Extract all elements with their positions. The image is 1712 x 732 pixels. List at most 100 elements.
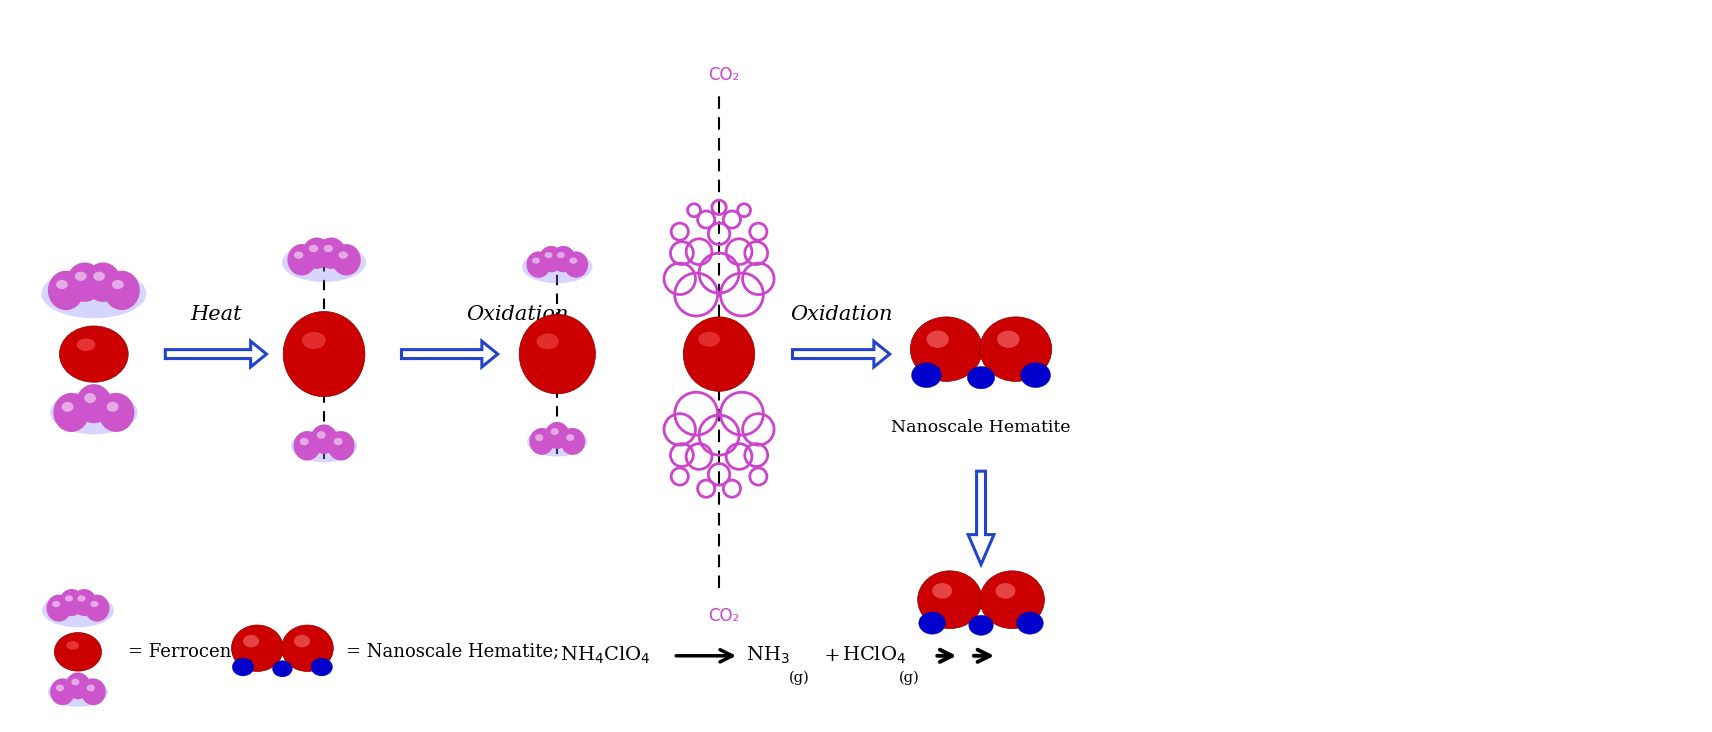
Ellipse shape [98, 393, 134, 432]
Ellipse shape [72, 679, 79, 685]
Ellipse shape [80, 679, 106, 705]
Ellipse shape [233, 658, 253, 676]
Ellipse shape [334, 438, 342, 445]
Text: = Ferrocene;: = Ferrocene; [128, 643, 248, 661]
Ellipse shape [87, 684, 94, 692]
Ellipse shape [919, 612, 945, 634]
Text: +: + [818, 647, 854, 665]
Ellipse shape [282, 243, 366, 282]
Text: Heat: Heat [190, 305, 241, 324]
Ellipse shape [570, 258, 577, 264]
Text: NH$_3$: NH$_3$ [746, 645, 789, 666]
Text: = Nanoscale Hematite;: = Nanoscale Hematite; [346, 643, 560, 661]
Ellipse shape [301, 332, 325, 349]
Text: (g): (g) [789, 671, 810, 685]
Ellipse shape [551, 246, 575, 272]
Ellipse shape [50, 679, 75, 705]
Ellipse shape [282, 312, 365, 397]
Ellipse shape [303, 237, 330, 269]
Ellipse shape [1017, 612, 1043, 634]
Ellipse shape [529, 428, 555, 455]
Ellipse shape [911, 317, 983, 381]
Ellipse shape [56, 684, 63, 692]
Ellipse shape [918, 571, 983, 629]
Ellipse shape [294, 251, 303, 258]
Text: Nanoscale Hematite: Nanoscale Hematite [892, 419, 1070, 436]
Ellipse shape [308, 244, 318, 253]
Ellipse shape [60, 589, 84, 616]
Ellipse shape [291, 429, 358, 463]
Ellipse shape [551, 428, 558, 435]
Text: HClO$_4$: HClO$_4$ [842, 645, 906, 666]
Ellipse shape [536, 334, 558, 349]
Text: Oxidation: Oxidation [789, 305, 892, 324]
Ellipse shape [332, 244, 361, 275]
Ellipse shape [46, 594, 72, 621]
Ellipse shape [65, 595, 74, 602]
Text: Oxidation: Oxidation [466, 305, 568, 324]
Ellipse shape [67, 641, 79, 650]
Ellipse shape [106, 402, 118, 412]
Ellipse shape [41, 269, 146, 318]
Ellipse shape [560, 428, 586, 455]
Ellipse shape [41, 594, 115, 627]
Ellipse shape [75, 384, 111, 423]
Ellipse shape [48, 677, 108, 707]
Ellipse shape [339, 251, 348, 258]
Ellipse shape [544, 252, 553, 258]
FancyArrow shape [166, 341, 267, 367]
Ellipse shape [563, 251, 589, 277]
Ellipse shape [979, 317, 1051, 381]
Ellipse shape [527, 426, 587, 457]
Ellipse shape [75, 272, 87, 281]
Ellipse shape [91, 601, 98, 608]
Ellipse shape [92, 272, 104, 281]
Ellipse shape [272, 661, 293, 677]
Text: NH$_4$ClO$_4$: NH$_4$ClO$_4$ [560, 645, 651, 666]
Ellipse shape [77, 595, 86, 602]
Ellipse shape [67, 263, 103, 302]
Ellipse shape [84, 393, 96, 403]
Ellipse shape [56, 280, 68, 289]
Ellipse shape [1020, 363, 1051, 387]
Ellipse shape [111, 280, 123, 289]
Ellipse shape [931, 583, 952, 599]
Ellipse shape [310, 425, 337, 454]
Ellipse shape [51, 601, 60, 608]
Ellipse shape [536, 434, 543, 441]
Ellipse shape [683, 317, 755, 392]
Ellipse shape [243, 635, 259, 647]
Ellipse shape [556, 252, 565, 258]
Ellipse shape [281, 625, 334, 671]
Ellipse shape [65, 673, 91, 699]
Ellipse shape [967, 367, 995, 389]
Ellipse shape [324, 244, 332, 253]
Ellipse shape [72, 589, 96, 616]
Text: CO₂: CO₂ [709, 607, 740, 625]
Text: (g): (g) [899, 671, 919, 685]
Ellipse shape [86, 263, 122, 302]
Ellipse shape [62, 402, 74, 412]
FancyArrow shape [793, 341, 890, 367]
Ellipse shape [48, 271, 84, 310]
Ellipse shape [300, 438, 308, 445]
FancyArrow shape [402, 341, 498, 367]
Ellipse shape [995, 583, 1015, 599]
Ellipse shape [567, 434, 574, 441]
Ellipse shape [53, 393, 89, 432]
Ellipse shape [55, 632, 101, 671]
Ellipse shape [288, 244, 317, 275]
Ellipse shape [522, 250, 592, 283]
FancyArrow shape [969, 471, 995, 564]
Text: CO₂: CO₂ [709, 66, 740, 84]
Ellipse shape [231, 625, 282, 671]
Ellipse shape [84, 594, 110, 621]
Ellipse shape [996, 331, 1020, 348]
Ellipse shape [77, 338, 96, 351]
Ellipse shape [293, 431, 320, 460]
Ellipse shape [294, 635, 310, 647]
Ellipse shape [539, 246, 563, 272]
Ellipse shape [532, 258, 539, 264]
Ellipse shape [926, 331, 948, 348]
Ellipse shape [60, 326, 128, 382]
